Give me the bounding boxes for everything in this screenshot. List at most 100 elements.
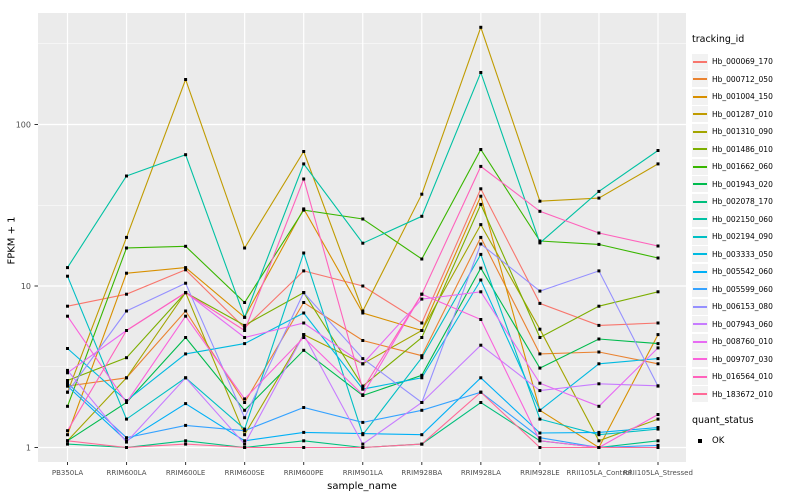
data-point xyxy=(125,376,128,380)
data-point xyxy=(656,427,660,431)
data-point xyxy=(420,401,424,404)
x-tick-label: RRIM600SE xyxy=(225,469,265,477)
x-axis-labels: PB350LA RRIM600LA RRIM600LE RRIM600SE RRIM60… xyxy=(52,469,693,477)
x-tick-label: RRIM901LA xyxy=(343,469,383,477)
data-point xyxy=(361,217,365,221)
legend-item-Hb_016564_010: Hb_016564_010 xyxy=(692,368,798,386)
legend-key-swatch xyxy=(692,193,708,210)
data-point xyxy=(479,266,483,270)
x-tick-label: RRIM928LE xyxy=(520,469,560,477)
legend-entries: Hb_000069_170 Hb_000712_050 Hb_001004_150 H… xyxy=(692,53,798,403)
data-point xyxy=(420,292,424,296)
data-point xyxy=(420,442,424,446)
data-point xyxy=(125,399,128,403)
legend-title-tracking-id: tracking_id xyxy=(692,34,745,45)
data-point xyxy=(243,401,247,404)
data-point xyxy=(243,416,247,420)
axis-ticks xyxy=(34,124,659,465)
legend-item-label: Hb_001310_090 xyxy=(712,127,773,137)
data-point xyxy=(656,346,660,350)
data-point xyxy=(302,301,306,304)
legend-item-quant-OK: OK xyxy=(692,432,798,450)
data-point xyxy=(597,337,601,341)
data-point xyxy=(420,257,424,261)
data-point xyxy=(66,304,69,308)
data-point xyxy=(479,148,483,151)
data-point xyxy=(184,268,188,272)
data-point xyxy=(125,446,128,449)
data-point xyxy=(66,404,69,408)
legend-key-line xyxy=(693,393,707,396)
legend-key-swatch xyxy=(692,141,708,158)
data-point xyxy=(479,235,483,239)
data-point xyxy=(243,408,247,412)
data-point xyxy=(66,433,69,437)
data-point xyxy=(66,266,69,270)
data-point xyxy=(420,214,424,218)
legend-item-Hb_002150_060: Hb_002150_060 xyxy=(692,211,798,229)
legend-key-swatch xyxy=(692,246,708,263)
legend-key-line xyxy=(693,218,707,221)
data-point xyxy=(184,266,188,270)
legend-key-swatch xyxy=(692,228,708,245)
data-point xyxy=(538,389,542,393)
legend-key-line xyxy=(693,340,707,343)
legend-item-Hb_001486_010: Hb_001486_010 xyxy=(692,141,798,159)
x-tick-label: RRIM600LA xyxy=(107,469,147,477)
legend-item-label: Hb_008760_010 xyxy=(712,337,773,347)
data-point xyxy=(302,446,306,449)
data-point xyxy=(656,244,660,248)
data-point xyxy=(302,439,306,443)
data-point xyxy=(66,379,69,382)
legend-item-label: Hb_001662_060 xyxy=(712,162,773,172)
data-point xyxy=(656,333,660,337)
data-point xyxy=(597,323,601,327)
legend-key-swatch xyxy=(692,123,708,140)
legend-item-label: Hb_009707_030 xyxy=(712,354,773,364)
data-point xyxy=(302,333,306,337)
legend-item-Hb_002078_170: Hb_002078_170 xyxy=(692,193,798,211)
legend-key-line xyxy=(693,375,707,378)
data-point xyxy=(302,321,306,325)
legend-key-line xyxy=(693,130,707,133)
data-point xyxy=(125,246,128,250)
data-point xyxy=(597,231,601,235)
y-tick-label: 10 xyxy=(21,282,31,291)
legend-key-swatch xyxy=(692,432,708,449)
data-point xyxy=(184,78,188,81)
data-point xyxy=(420,297,424,301)
legend-item-Hb_007943_060: Hb_007943_060 xyxy=(692,316,798,334)
data-point xyxy=(243,326,247,330)
legend-item-label: Hb_005542_060 xyxy=(712,267,773,277)
legend-item-Hb_001287_010: Hb_001287_010 xyxy=(692,106,798,124)
data-point xyxy=(184,309,188,313)
legend-key-line xyxy=(693,323,707,326)
data-point xyxy=(243,246,247,250)
data-point xyxy=(420,433,424,437)
legend-key-line xyxy=(693,95,707,98)
grid-minor xyxy=(38,43,686,368)
data-point xyxy=(125,271,128,275)
legend-item-Hb_000069_170: Hb_000069_170 xyxy=(692,53,798,71)
legend-key-swatch xyxy=(692,298,708,315)
data-point xyxy=(597,189,601,193)
data-point xyxy=(184,352,188,356)
data-point xyxy=(302,430,306,434)
data-point xyxy=(66,371,69,375)
data-point xyxy=(479,242,483,246)
data-point xyxy=(538,289,542,293)
legend-key-swatch xyxy=(692,106,708,123)
data-point xyxy=(66,390,69,394)
data-point xyxy=(243,433,247,437)
legend-key-swatch xyxy=(692,316,708,333)
legend-item-Hb_009707_030: Hb_009707_030 xyxy=(692,351,798,369)
data-point xyxy=(479,71,483,74)
data-point xyxy=(302,291,306,295)
data-point xyxy=(420,408,424,412)
data-point xyxy=(361,311,365,315)
data-point xyxy=(243,323,247,327)
data-point xyxy=(538,439,542,443)
data-point xyxy=(538,436,542,440)
legend-item-label: Hb_002078_170 xyxy=(712,197,773,207)
data-point xyxy=(538,241,542,245)
